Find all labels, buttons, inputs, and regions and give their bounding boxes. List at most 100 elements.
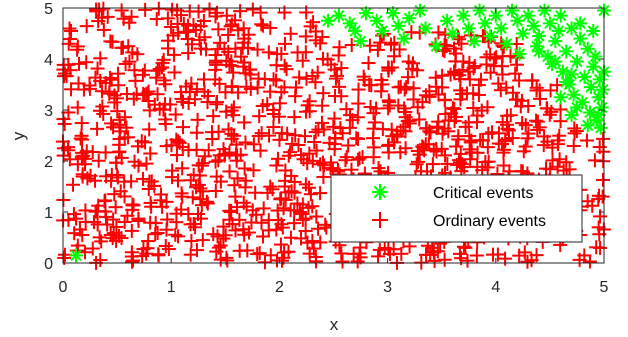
ordinary-event-marker: [328, 71, 343, 86]
ordinary-event-marker: [63, 32, 78, 47]
ordinary-event-marker: [237, 161, 252, 176]
legend-label-critical: Critical events: [433, 185, 533, 202]
ordinary-event-marker: [165, 163, 180, 178]
ordinary-event-marker: [532, 120, 547, 135]
ordinary-event-marker: [193, 41, 208, 56]
ordinary-event-marker: [62, 152, 77, 167]
ordinary-event-marker: [281, 148, 296, 163]
ordinary-event-marker: [381, 145, 396, 160]
ordinary-event-marker: [251, 128, 266, 143]
ordinary-event-marker: [287, 174, 302, 189]
x-tick-label: 5: [600, 279, 609, 296]
ordinary-event-marker: [254, 17, 269, 32]
ordinary-event-marker: [244, 215, 259, 230]
ordinary-event-marker: [222, 164, 237, 179]
critical-event-marker: [580, 41, 595, 56]
ordinary-event-marker: [124, 249, 139, 264]
ordinary-event-marker: [131, 158, 146, 173]
ordinary-event-marker: [356, 69, 371, 84]
ordinary-event-marker: [181, 143, 196, 158]
ordinary-event-marker: [596, 172, 611, 187]
ordinary-event-marker: [308, 125, 323, 140]
ordinary-event-marker: [437, 252, 452, 267]
ordinary-event-marker: [266, 102, 281, 117]
ordinary-event-marker: [463, 135, 478, 150]
ordinary-event-marker: [217, 148, 232, 163]
ordinary-event-marker: [78, 203, 93, 218]
ordinary-event-marker: [176, 94, 191, 109]
critical-event-marker: [573, 16, 588, 31]
ordinary-event-marker: [278, 36, 293, 51]
ordinary-event-marker: [361, 56, 376, 71]
ordinary-event-marker: [298, 45, 313, 60]
ordinary-event-marker: [431, 114, 446, 129]
ordinary-event-marker: [466, 101, 481, 116]
ordinary-event-marker: [255, 18, 270, 33]
ordinary-event-marker: [56, 141, 71, 156]
ordinary-event-marker: [218, 228, 233, 243]
ordinary-event-marker: [520, 131, 535, 146]
ordinary-event-marker: [114, 3, 129, 18]
ordinary-event-marker: [352, 151, 367, 166]
ordinary-event-marker: [138, 135, 153, 150]
ordinary-event-marker: [178, 79, 193, 94]
critical-event-marker: [569, 54, 584, 69]
ordinary-event-marker: [233, 4, 248, 19]
ordinary-event-marker: [509, 57, 524, 72]
ordinary-event-marker: [370, 42, 385, 57]
critical-event-marker: [456, 8, 471, 23]
ordinary-event-marker: [483, 65, 498, 80]
ordinary-event-marker: [288, 89, 303, 104]
ordinary-event-marker: [90, 61, 105, 76]
ordinary-event-marker: [349, 131, 364, 146]
ordinary-event-marker: [327, 137, 342, 152]
ordinary-event-marker: [338, 153, 353, 168]
ordinary-event-marker: [283, 230, 298, 245]
ordinary-event-marker: [197, 72, 212, 87]
ordinary-event-marker: [512, 248, 527, 263]
ordinary-event-marker: [537, 129, 552, 144]
y-tick-label: 2: [44, 154, 53, 171]
ordinary-event-marker: [454, 36, 469, 51]
ordinary-event-marker: [542, 107, 557, 122]
ordinary-event-marker: [486, 247, 501, 262]
ordinary-event-marker: [495, 115, 510, 130]
critical-event-marker: [553, 90, 568, 105]
ordinary-event-marker: [174, 186, 189, 201]
ordinary-event-marker: [332, 79, 347, 94]
ordinary-event-marker: [117, 189, 132, 204]
critical-event-marker: [467, 34, 482, 49]
ordinary-event-marker: [193, 192, 208, 207]
ordinary-event-marker: [313, 186, 328, 201]
ordinary-event-marker: [130, 47, 145, 62]
ordinary-event-marker: [139, 246, 154, 261]
critical-event-marker: [593, 120, 608, 135]
ordinary-event-marker: [234, 49, 249, 64]
ordinary-event-marker: [470, 159, 485, 174]
ordinary-event-marker: [238, 135, 253, 150]
ordinary-event-marker: [451, 132, 466, 147]
ordinary-event-marker: [305, 153, 320, 168]
ordinary-event-marker: [280, 126, 295, 141]
critical-event-marker: [588, 49, 603, 64]
ordinary-event-marker: [525, 73, 540, 88]
ordinary-event-marker: [288, 128, 303, 143]
ordinary-event-marker: [489, 50, 504, 65]
ordinary-event-marker: [520, 254, 535, 269]
ordinary-event-marker: [311, 122, 326, 137]
ordinary-event-marker: [263, 179, 278, 194]
critical-event-marker: [548, 34, 563, 49]
ordinary-event-marker: [226, 65, 241, 80]
critical-event-marker: [595, 82, 610, 97]
ordinary-event-marker: [437, 93, 452, 108]
ordinary-event-marker: [112, 145, 127, 160]
ordinary-event-marker: [290, 196, 305, 211]
critical-event-marker: [429, 39, 444, 54]
ordinary-event-marker: [61, 105, 76, 120]
ordinary-event-marker: [585, 198, 600, 213]
ordinary-event-marker: [94, 234, 109, 249]
ordinary-event-marker: [176, 120, 191, 135]
ordinary-event-marker: [284, 184, 299, 199]
ordinary-event-marker: [331, 48, 346, 63]
ordinary-event-marker: [199, 194, 214, 209]
